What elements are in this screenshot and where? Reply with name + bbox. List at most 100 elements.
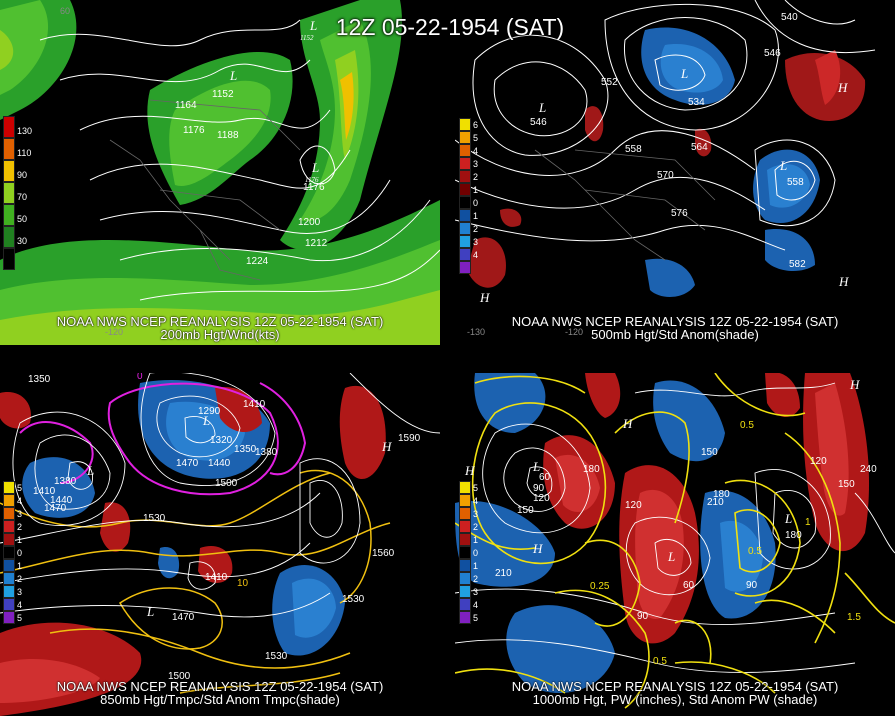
colorbar-cell — [459, 261, 471, 274]
high-marker: H — [837, 80, 848, 95]
panel-850mb: 1350 1410 1290 1320 1350 1380 1440 1470 … — [0, 373, 440, 716]
colorbar-label: 3 — [473, 509, 479, 519]
contour-label: 1188 — [217, 130, 239, 141]
low-marker: L — [680, 66, 688, 81]
colorbar-1000mb: 5 4 3 2 1 0 1 2 3 4 5 — [459, 481, 478, 624]
colorbar-label: 5 — [473, 133, 479, 143]
colorbar-cell — [459, 572, 471, 585]
main-title: 12Z 05-22-1954 (SAT) — [335, 14, 565, 40]
panel-title-line1: NOAA NWS NCEP REANALYSIS 12Z 05-22-1954 … — [511, 314, 839, 329]
colorbar-label: 0 — [473, 548, 479, 558]
colorbar-label: 70 — [17, 192, 28, 202]
colorbar-cell — [3, 507, 15, 520]
contour-label: 1530 — [265, 651, 288, 662]
colorbar-cell — [3, 248, 15, 270]
contour-label: 1176 — [303, 182, 325, 193]
temp-label: 10 — [237, 578, 249, 589]
colorbar-cell — [459, 222, 471, 235]
axis-label: -130 — [467, 327, 485, 337]
panel-title-line2: 1000mb Hgt, PW (inches), Std Anom PW (sh… — [532, 692, 818, 707]
colorbar-label: 2 — [473, 224, 479, 234]
center-value: 1152 — [300, 34, 314, 42]
contour-label: 60 — [683, 580, 695, 591]
colorbar-label: 3 — [473, 237, 479, 247]
contour-label: 1440 — [208, 458, 231, 469]
pw-label: 0.5 — [748, 546, 762, 557]
colorbar-label: 30 — [17, 236, 28, 246]
colorbar-label: 0 — [17, 548, 23, 558]
map-500mb: -130 -120 546 552 558 564 570 576 558 58… — [455, 0, 895, 345]
contour-label: 1176 — [183, 125, 205, 136]
colorbar-label: 1 — [17, 561, 23, 571]
high-marker: H — [479, 290, 490, 305]
colorbar-label: 5 — [473, 483, 479, 493]
colorbar-label: 2 — [473, 172, 479, 182]
panel-200mb: 60 -120 1164 1152 1176 1188 1176 1200 12… — [0, 0, 440, 345]
contour-label: 1470 — [176, 458, 199, 469]
high-marker: H — [381, 439, 392, 454]
low-marker: L — [229, 68, 237, 83]
colorbar-label: 3 — [17, 587, 23, 597]
colorbar-850mb: 5 4 3 2 1 0 1 2 3 4 5 — [3, 481, 22, 624]
contour-label: 150 — [517, 505, 534, 516]
colorbar-cell — [459, 507, 471, 520]
colorbar-label: 5 — [473, 613, 479, 623]
contour-label: 540 — [781, 12, 798, 23]
colorbar-cell — [459, 494, 471, 507]
low-marker: L — [667, 549, 675, 564]
colorbar-cell — [459, 209, 471, 222]
colorbar-cell — [459, 144, 471, 157]
contour-label: 1470 — [172, 612, 195, 623]
colorbar-cell — [459, 546, 471, 559]
contour-label: 1440 — [50, 495, 73, 506]
colorbar-label: 2 — [473, 522, 479, 532]
colorbar-cell — [3, 138, 15, 160]
contour-label: 1410 — [243, 399, 266, 410]
temp-label: 0 — [137, 373, 143, 382]
pw-label: 0.5 — [740, 420, 754, 431]
colorbar-cell — [459, 585, 471, 598]
colorbar-cell — [459, 196, 471, 209]
colorbar-cell — [3, 494, 15, 507]
colorbar-cell — [459, 248, 471, 261]
colorbar-cell — [3, 585, 15, 598]
contour-label: 534 — [688, 97, 705, 108]
colorbar-cell — [3, 611, 15, 624]
low-marker: L — [309, 18, 317, 33]
low-marker: L — [538, 100, 546, 115]
colorbar-label: 1 — [473, 561, 479, 571]
panel-title-line2: 500mb Hgt/Std Anom(shade) — [591, 327, 759, 342]
contour-label: 1290 — [198, 406, 221, 417]
colorbar-label: 5 — [17, 483, 23, 493]
colorbar-label: 2 — [17, 574, 23, 584]
contour-label: 1380 — [255, 447, 278, 458]
colorbar-cell — [459, 170, 471, 183]
colorbar-cell — [3, 160, 15, 182]
contour-label: 546 — [530, 117, 547, 128]
contour-label: 210 — [495, 568, 512, 579]
colorbar-cell — [3, 520, 15, 533]
colorbar-cell — [459, 235, 471, 248]
colorbar-cell — [459, 611, 471, 624]
contour-label: 1152 — [212, 89, 234, 100]
contour-label: 1212 — [305, 238, 328, 249]
map-1000mb: 60 90 120 150 180 210 240 120 60 90 150 … — [455, 373, 895, 716]
contour-label: 1500 — [215, 478, 238, 489]
colorbar-cell — [459, 598, 471, 611]
contour-label: 1320 — [210, 435, 233, 446]
contour-label: 90 — [533, 483, 545, 494]
colorbar-label: 50 — [17, 214, 28, 224]
contour-label: 60 — [539, 472, 551, 483]
contour-label: 1410 — [33, 486, 56, 497]
pw-label: 1.5 — [847, 612, 861, 623]
colorbar-200mb: 130 110 90 70 50 30 — [3, 116, 32, 270]
low-marker: L — [202, 413, 210, 428]
colorbar-label: 3 — [473, 159, 479, 169]
colorbar-label: 6 — [473, 120, 479, 130]
panel-title-line2: 200mb Hgt/Wnd(kts) — [160, 327, 280, 342]
low-marker: L — [779, 158, 787, 173]
colorbar-label: 90 — [17, 170, 28, 180]
panel-title-line2: 850mb Hgt/Tmpc/Std Anom Tmpc(shade) — [100, 692, 340, 707]
colorbar-cell — [3, 226, 15, 248]
contour-label: 1560 — [372, 548, 395, 559]
